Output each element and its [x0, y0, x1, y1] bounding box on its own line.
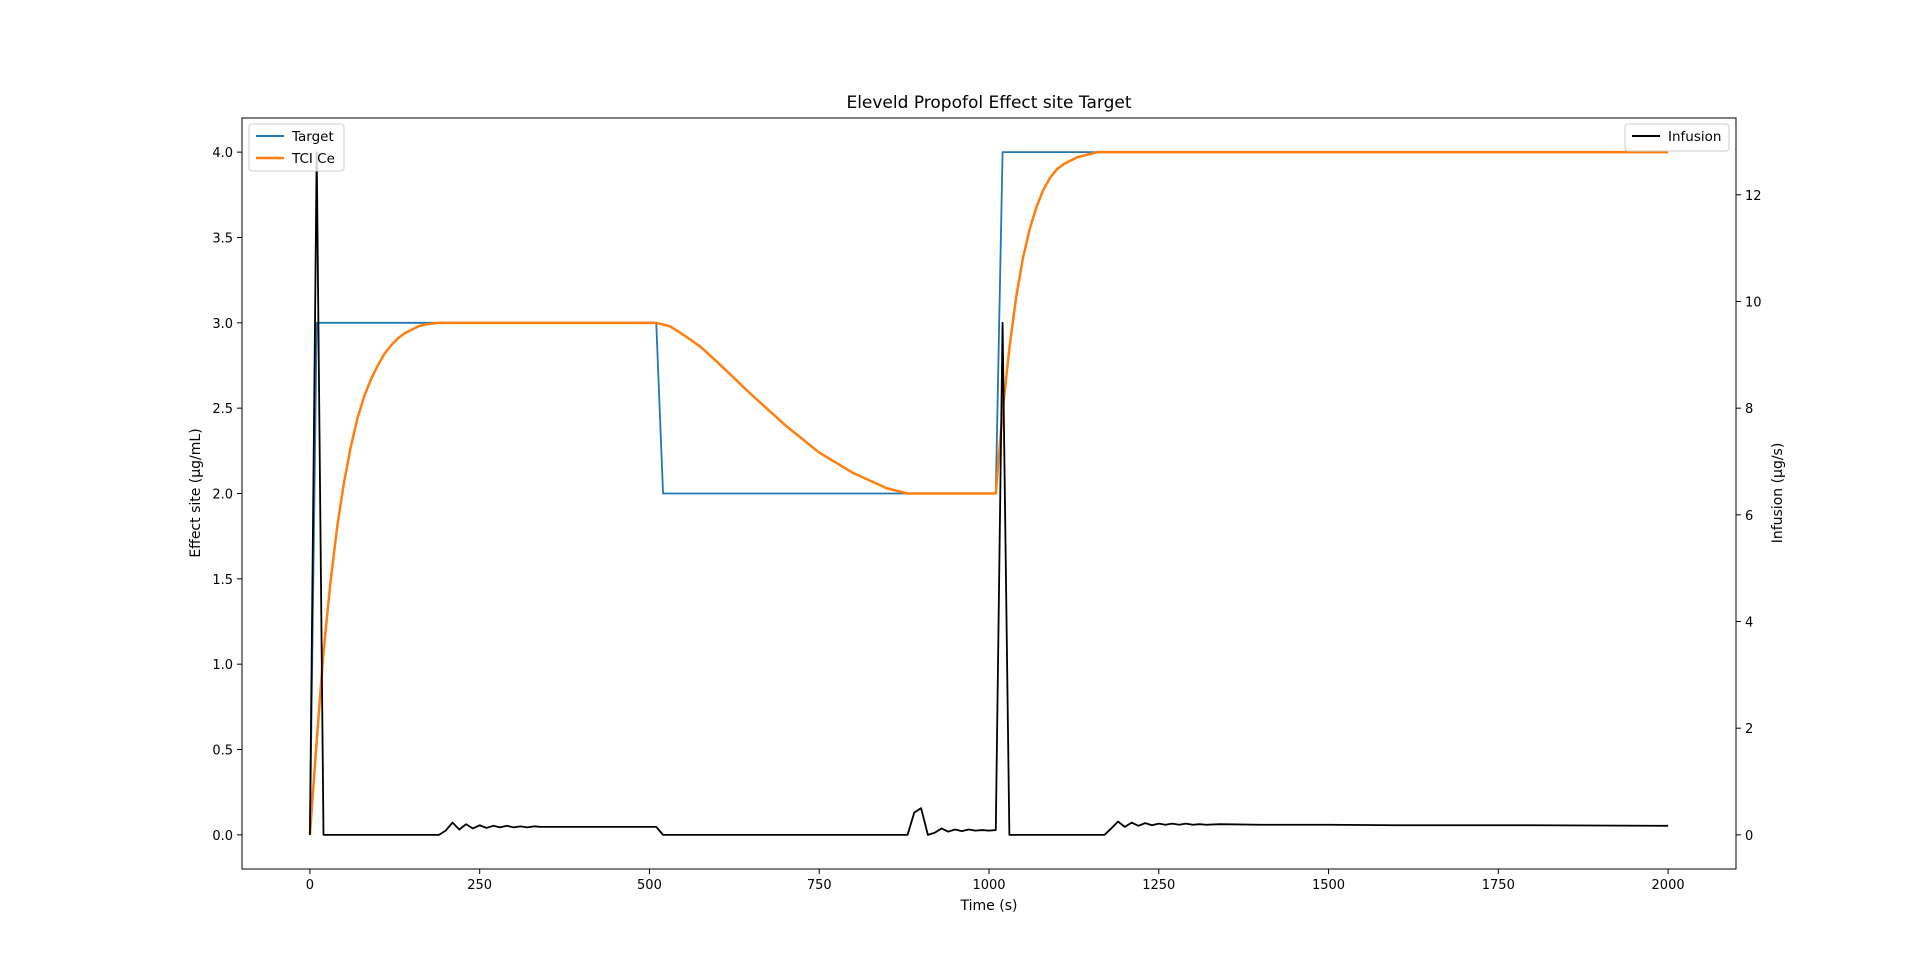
- right-y-tick-label: 6: [1745, 509, 1753, 524]
- left-y-axis-ticks: 0.0 0.5 1.0 1.5 2.0 2.5 3.0 3.5 4.0: [212, 146, 242, 844]
- x-tick-label: 750: [807, 878, 832, 893]
- legend-label-infusion: Infusion: [1668, 129, 1721, 145]
- left-y-tick-label: 0.0: [212, 829, 233, 844]
- right-y-tick-label: 2: [1745, 722, 1753, 737]
- right-y-tick-label: 10: [1745, 295, 1762, 310]
- x-tick-label: 1500: [1312, 878, 1345, 893]
- series-line-tci-ce: [308, 150, 1669, 835]
- left-y-axis-label: Effect site (µg/mL): [188, 428, 204, 557]
- x-axis-label: Time (s): [960, 898, 1018, 914]
- x-tick-label: 250: [467, 878, 492, 893]
- legend-right: Infusion: [1624, 123, 1730, 152]
- series-line-target: [309, 151, 1669, 835]
- x-tick-label: 1250: [1142, 878, 1175, 893]
- x-tick-label: 2000: [1652, 878, 1685, 893]
- x-tick-label: 0: [306, 878, 314, 893]
- left-y-tick-label: 1.0: [212, 658, 233, 673]
- left-y-tick-label: 3.5: [212, 231, 233, 246]
- chart-title: Eleveld Propofol Effect site Target: [846, 93, 1131, 113]
- right-y-tick-label: 0: [1745, 829, 1753, 844]
- x-tick-label: 1000: [972, 878, 1005, 893]
- right-y-tick-label: 4: [1745, 616, 1753, 631]
- right-y-axis-ticks: 0 2 4 6 8 10 12: [1736, 189, 1762, 844]
- right-y-axis-label: Infusion (µg/s): [1770, 443, 1786, 544]
- legend-left: Target TCI Ce: [248, 123, 345, 172]
- legend-label-tci-ce: TCI Ce: [291, 151, 335, 167]
- right-y-tick-label: 8: [1745, 402, 1753, 417]
- legend-right-box: [1624, 123, 1730, 152]
- right-y-tick-label: 12: [1745, 189, 1762, 204]
- plot-lines: [308, 150, 1669, 836]
- left-y-tick-label: 3.0: [212, 317, 233, 332]
- x-tick-label: 1750: [1482, 878, 1515, 893]
- x-tick-label: 500: [637, 878, 662, 893]
- left-y-tick-label: 2.5: [212, 402, 233, 417]
- legend-label-target: Target: [291, 129, 334, 145]
- series-line-infusion: [309, 151, 1669, 836]
- left-y-tick-label: 2.0: [212, 488, 233, 503]
- left-y-tick-label: 4.0: [212, 146, 233, 161]
- x-axis-ticks: 0 250 500 750 1000 1250 1500 1750 2000: [306, 869, 1685, 893]
- left-y-tick-label: 1.5: [212, 573, 233, 588]
- left-y-tick-label: 0.5: [212, 744, 233, 759]
